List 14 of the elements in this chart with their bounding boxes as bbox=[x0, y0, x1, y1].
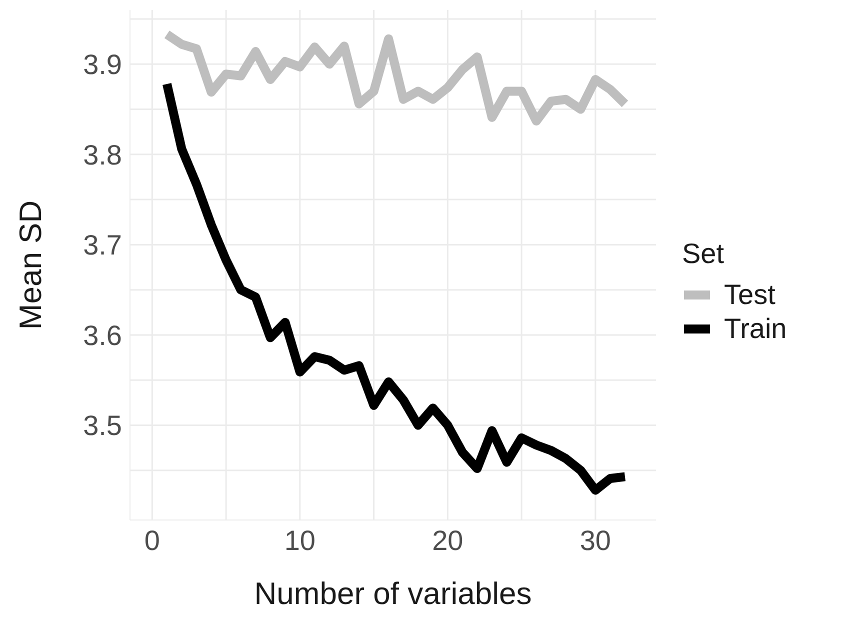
y-axis-title: Mean SD bbox=[13, 200, 48, 330]
y-tick-label: 3.7 bbox=[83, 230, 122, 261]
y-tick-label: 3.8 bbox=[83, 139, 122, 170]
legend-label: Test bbox=[724, 279, 776, 311]
x-tick-label: 20 bbox=[432, 524, 464, 556]
legend-label: Train bbox=[724, 313, 787, 345]
x-tick-label: 10 bbox=[284, 524, 316, 556]
x-tick-label: 30 bbox=[580, 524, 611, 556]
legend-title: Set bbox=[682, 238, 726, 270]
x-axis-title: Number of variables bbox=[254, 576, 532, 611]
y-tick-label: 3.5 bbox=[83, 410, 122, 442]
y-tick-label: 3.9 bbox=[83, 49, 122, 80]
y-tick-label: 3.6 bbox=[83, 320, 122, 351]
x-tick-label: 0 bbox=[144, 524, 160, 556]
